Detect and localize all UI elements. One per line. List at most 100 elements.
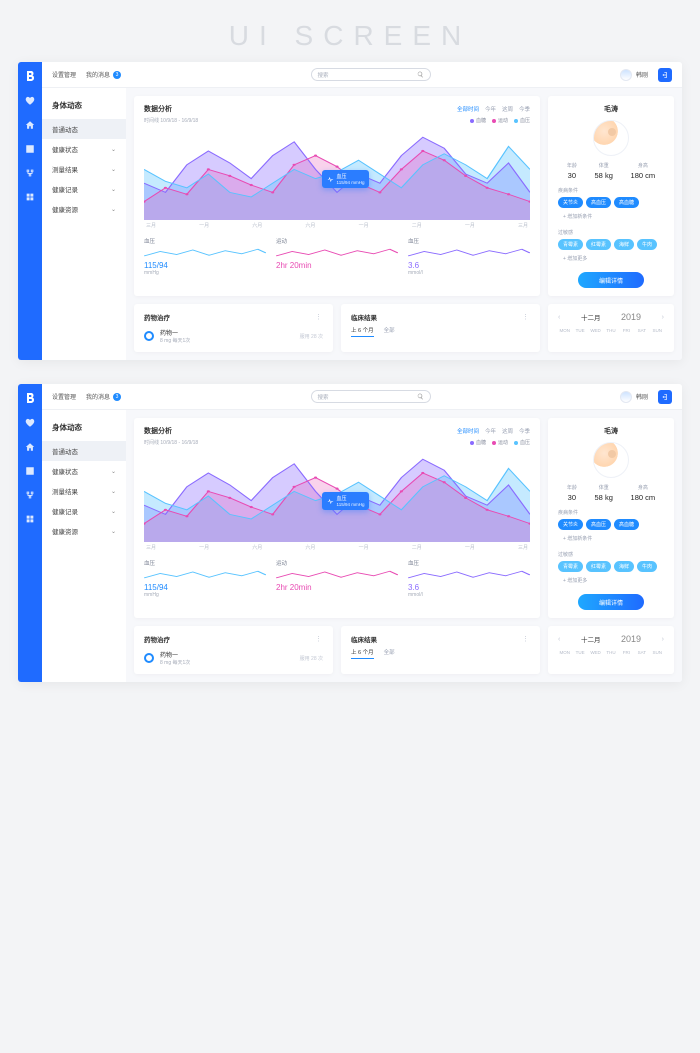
clinic-tab-6mo[interactable]: 上 6 个月 [351,326,374,337]
username: 韩刚 [636,392,648,401]
nodes-icon[interactable] [25,490,35,500]
medication-item: 药物一 8 mg 每天1次 服用 28 次 [144,650,323,666]
filter-week[interactable]: 这周 [502,427,513,435]
disease-tag[interactable]: 关节炎 [558,519,583,530]
home-icon[interactable] [25,120,35,130]
allergy-tag[interactable]: 海鲜 [614,561,634,572]
nodes-icon[interactable] [25,168,35,178]
logout-button[interactable] [658,68,672,82]
profile-name: 毛涛 [558,426,664,436]
sidebar-item-health[interactable]: 健康状态⌄ [42,139,126,159]
filter-all[interactable]: 全部时间 [457,427,479,435]
more-icon[interactable]: ⋮ [522,313,530,321]
more-icon[interactable]: ⋮ [315,313,323,321]
sidebar-item-general[interactable]: 普通动态 [42,119,126,139]
sidebar-item-resources[interactable]: 健康资源⌄ [42,521,126,541]
disease-tag[interactable]: 高血糖 [614,197,639,208]
more-icon[interactable]: ⋮ [522,635,530,643]
avatar[interactable] [620,391,632,403]
sidebar-item-measure[interactable]: 测量结果⌄ [42,159,126,179]
more-icon[interactable]: ⋮ [315,635,323,643]
clinic-tab-6mo[interactable]: 上 6 个月 [351,648,374,659]
chart-icon[interactable] [25,466,35,476]
diseases-tags: 关节炎高血压高血糖 + 增加新条件 [558,519,664,544]
add-disease[interactable]: + 增加新条件 [558,533,597,544]
nav-settings[interactable]: 设置管理 [52,392,76,401]
username: 韩刚 [636,70,648,79]
clinical-title: 临床结果 [351,634,377,644]
edit-profile-button[interactable]: 编辑详情 [578,594,644,610]
disease-tag[interactable]: 高血糖 [614,519,639,530]
metric-block: 血压 3.6 mmol/l [408,559,530,598]
calendar-card: ‹ 十二月 2019 › MONTUEWEDTHUFRISATSUN [548,304,674,352]
medication-item: 药物一 8 mg 每天1次 服用 28 次 [144,328,323,344]
cal-prev[interactable]: ‹ [558,314,560,321]
sidebar-item-general[interactable]: 普通动态 [42,441,126,461]
sidebar-item-records[interactable]: 健康记录⌄ [42,179,126,199]
filter-season[interactable]: 今季 [519,427,530,435]
search-input[interactable]: 搜索 [311,390,431,403]
allergy-tags: 青霉素红霉素海鲜牛肉 + 增加更多 [558,239,664,264]
med-name: 药物一 [160,328,190,337]
nav-messages[interactable]: 我的消息 3 [86,392,121,401]
disease-tag[interactable]: 高血压 [586,197,611,208]
allergy-tag[interactable]: 牛肉 [637,561,657,572]
grid-icon[interactable] [25,192,35,202]
time-filters: 全部时间 今年 这周 今季 [457,105,530,113]
edit-profile-button[interactable]: 编辑详情 [578,272,644,288]
add-allergy[interactable]: + 增加更多 [558,575,592,586]
add-disease[interactable]: + 增加新条件 [558,211,597,222]
cal-next[interactable]: › [662,314,664,321]
clinic-tab-all[interactable]: 全部 [384,648,395,659]
allergy-tag[interactable]: 海鲜 [614,239,634,250]
med-count: 服用 28 次 [300,333,323,340]
side-menu: 身体动态 普通动态 健康状态⌄ 测量结果⌄ 健康记录⌄ 健康资源⌄ [42,410,126,682]
cal-prev[interactable]: ‹ [558,636,560,643]
allergy-tag[interactable]: 红霉素 [586,561,611,572]
messages-badge: 3 [113,393,121,401]
add-allergy[interactable]: + 增加更多 [558,253,592,264]
clinical-card: 临床结果⋮ 上 6 个月 全部 [341,304,540,352]
medication-title: 药物治疗 [144,312,170,322]
filter-all[interactable]: 全部时间 [457,105,479,113]
metric-row: 血压 115/94 mmHg 运动 2hr 20min 血压 3.6 mmol/… [144,237,530,276]
search-placeholder: 搜索 [318,393,329,401]
disease-tag[interactable]: 高血压 [586,519,611,530]
clinic-tab-all[interactable]: 全部 [384,326,395,337]
sidebar-item-measure[interactable]: 测量结果⌄ [42,481,126,501]
avatar[interactable] [620,69,632,81]
filter-week[interactable]: 这周 [502,105,513,113]
grid-icon[interactable] [25,514,35,524]
sidebar-item-records[interactable]: 健康记录⌄ [42,501,126,521]
clinical-tabs: 上 6 个月 全部 [351,648,530,659]
heart-icon[interactable] [25,418,35,428]
allergy-tag[interactable]: 牛肉 [637,239,657,250]
heart-icon[interactable] [25,96,35,106]
metric-block: 血压 3.6 mmol/l [408,237,530,276]
logo-icon [24,70,36,82]
filter-year[interactable]: 今年 [485,427,496,435]
allergy-tag[interactable]: 红霉素 [586,239,611,250]
logout-button[interactable] [658,390,672,404]
chart-icon[interactable] [25,144,35,154]
logout-icon [661,71,669,79]
cal-next[interactable]: › [662,636,664,643]
page-heading: UI SCREEN [0,0,700,62]
diseases-label: 疾病条件 [558,187,664,194]
filter-season[interactable]: 今季 [519,105,530,113]
filter-year[interactable]: 今年 [485,105,496,113]
search-input[interactable]: 搜索 [311,68,431,81]
cal-year: 2019 [621,634,641,644]
nav-settings[interactable]: 设置管理 [52,70,76,79]
home-icon[interactable] [25,442,35,452]
analysis-title: 数据分析 [144,426,172,436]
disease-tag[interactable]: 关节炎 [558,197,583,208]
cal-month: 十二月 [581,312,601,322]
sidebar-item-health[interactable]: 健康状态⌄ [42,461,126,481]
allergy-tag[interactable]: 青霉素 [558,239,583,250]
clinical-card: 临床结果 ⋮ 上 6 个月 全部 [341,626,540,674]
nav-messages[interactable]: 我的消息 3 [86,70,121,79]
sidebar-item-resources[interactable]: 健康资源⌄ [42,199,126,219]
analysis-card: 数据分析 全部时间 今年 这周 今季 时间线 10/9/18 - 16/9/18 [134,96,540,296]
allergy-tag[interactable]: 青霉素 [558,561,583,572]
